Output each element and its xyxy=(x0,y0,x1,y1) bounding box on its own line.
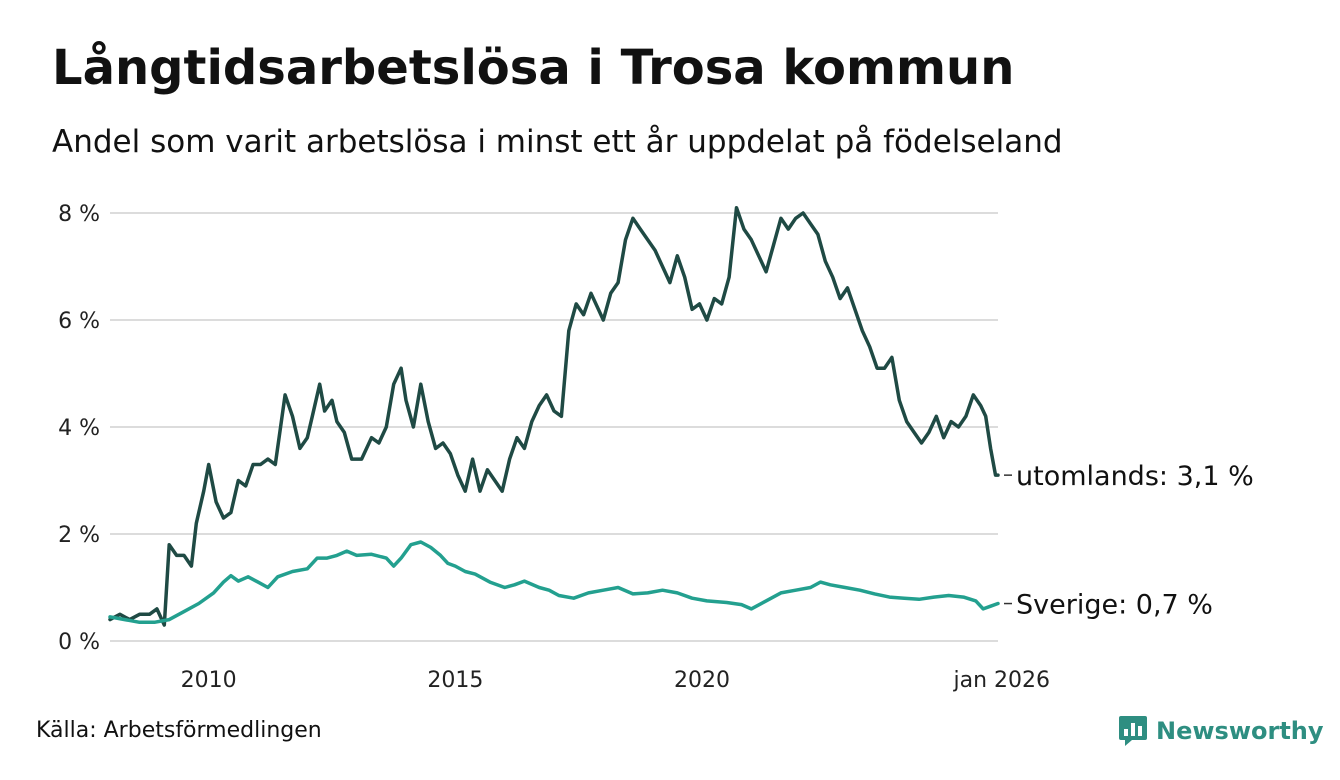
brand-name: Newsworthy xyxy=(1156,717,1324,745)
series-line-sverige xyxy=(108,540,1000,625)
series-end-labels: utomlands: 3,1 % Sverige: 0,7 % xyxy=(1004,461,1254,621)
series-end-label: Sverige: 0,7 % xyxy=(1016,590,1213,621)
brand-logo: Newsworthy xyxy=(1118,714,1324,748)
y-tick-label: 6 % xyxy=(58,309,100,334)
x-tick-label: 2010 xyxy=(181,668,237,693)
x-axis-ticks: 2010 2015 2020 jan 2026 xyxy=(181,668,1050,693)
page-title: Långtidsarbetslösa i Trosa kommun xyxy=(52,40,1015,96)
x-tick-label: 2015 xyxy=(427,668,483,693)
page-subtitle: Andel som varit arbetslösa i minst ett å… xyxy=(52,124,1063,160)
chart-gridlines xyxy=(110,212,998,642)
x-tick-label: jan 2026 xyxy=(952,668,1050,693)
y-tick-label: 0 % xyxy=(58,630,100,655)
y-tick-label: 2 % xyxy=(58,523,100,548)
y-tick-label: 4 % xyxy=(58,416,100,441)
series-end-label: utomlands: 3,1 % xyxy=(1016,461,1254,492)
chart-series xyxy=(108,205,1000,627)
series-line-utomlands xyxy=(108,205,1000,627)
y-tick-label: 8 % xyxy=(58,202,100,227)
source-note: Källa: Arbetsförmedlingen xyxy=(36,718,322,743)
y-axis-ticks: 0 % 2 % 4 % 6 % 8 % xyxy=(58,202,100,655)
newsworthy-logo-icon xyxy=(1119,716,1147,746)
x-tick-label: 2020 xyxy=(674,668,730,693)
